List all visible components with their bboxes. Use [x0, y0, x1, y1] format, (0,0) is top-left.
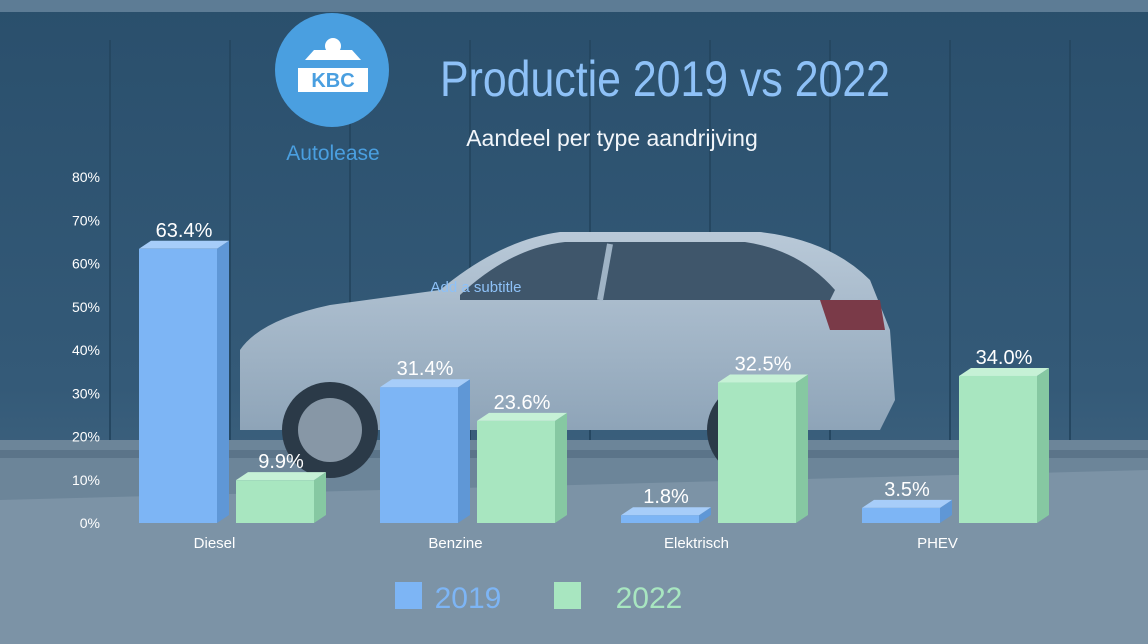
y-tick-label: 30%: [72, 385, 100, 401]
logo-brand: KBC: [311, 70, 354, 92]
data-label: 63.4%: [156, 220, 213, 242]
bar-2022-diesel: [236, 472, 326, 523]
y-tick-label: 70%: [72, 212, 100, 228]
data-label: 34.0%: [976, 347, 1033, 369]
legend-label-2022: 2022: [616, 582, 683, 615]
legend-swatch-2022: [554, 582, 581, 609]
data-label: 23.6%: [494, 392, 551, 414]
data-label: 31.4%: [397, 358, 454, 380]
y-tick-label: 20%: [72, 429, 100, 445]
data-label: 1.8%: [643, 486, 689, 508]
bar-2022-elektrisch: [718, 374, 808, 523]
x-tick-label: PHEV: [917, 535, 958, 552]
y-tick-label: 10%: [72, 472, 100, 488]
bar-2019-benzine: [380, 379, 470, 523]
logo-caption: Autolease: [286, 142, 379, 165]
bar-2022-phev: [959, 367, 1049, 523]
y-tick-label: 0%: [80, 515, 100, 531]
data-label: 9.9%: [258, 451, 304, 473]
chart-subtitle: Aandeel per type aandrijving: [466, 125, 758, 151]
x-tick-label: Elektrisch: [664, 535, 729, 552]
bar-2019-elektrisch: [621, 507, 711, 523]
data-label: 3.5%: [884, 479, 930, 501]
y-axis: 0% 10% 20% 30% 40% 50% 60% 70% 80%: [72, 169, 100, 531]
bars: 63.4% 9.9% 31.4% 23.6% 1.8% 32.5% 3.5% 34.0%: [139, 220, 1049, 524]
y-tick-label: 50%: [72, 299, 100, 315]
x-axis: Diesel Benzine Elektrisch PHEV: [194, 535, 958, 552]
bar-2019-phev: [862, 499, 952, 523]
subtitle-placeholder[interactable]: Add a subtitle: [431, 279, 522, 296]
legend: 2019 2022: [395, 582, 682, 615]
y-tick-label: 80%: [72, 169, 100, 185]
kbc-logo: KBC Autolease: [275, 13, 389, 165]
legend-label-2019: 2019: [435, 582, 502, 615]
x-tick-label: Diesel: [194, 535, 236, 552]
bar-2019-diesel: [139, 240, 229, 524]
chart-title: Productie 2019 vs 2022: [440, 51, 890, 107]
x-tick-label: Benzine: [428, 535, 482, 552]
legend-swatch-2019: [395, 582, 422, 609]
y-tick-label: 40%: [72, 342, 100, 358]
bar-2022-benzine: [477, 412, 567, 523]
y-tick-label: 60%: [72, 256, 100, 272]
data-label: 32.5%: [735, 353, 792, 375]
